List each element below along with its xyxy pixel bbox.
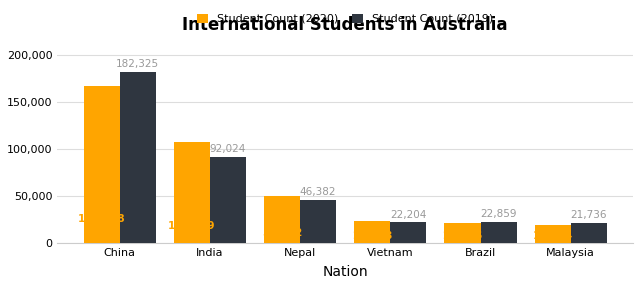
- Bar: [84, 86, 120, 243]
- Title: International Students in Australia: International Students in Australia: [182, 16, 508, 34]
- Text: 22,859: 22,859: [481, 209, 517, 219]
- Text: 21,736: 21,736: [571, 210, 607, 221]
- Text: 22,204: 22,204: [390, 210, 427, 220]
- X-axis label: Nation: Nation: [323, 265, 368, 279]
- Bar: [445, 223, 481, 243]
- Text: 182,325: 182,325: [116, 59, 159, 69]
- Bar: [210, 157, 246, 243]
- Bar: [300, 200, 336, 243]
- Text: 19,564: 19,564: [532, 231, 573, 241]
- Text: 108,049: 108,049: [168, 221, 216, 231]
- Text: 50,252: 50,252: [262, 228, 302, 238]
- Text: 21,086: 21,086: [442, 231, 483, 241]
- Bar: [534, 225, 571, 243]
- Text: 92,024: 92,024: [210, 144, 246, 154]
- Bar: [481, 222, 516, 243]
- Text: 23,268: 23,268: [352, 231, 392, 241]
- Bar: [390, 223, 426, 243]
- Bar: [571, 223, 607, 243]
- Text: 46,382: 46,382: [300, 187, 337, 197]
- Bar: [264, 196, 300, 243]
- Legend: Student Count (2020), Student Count (2019): Student Count (2020), Student Count (201…: [194, 10, 497, 27]
- Text: 167,568: 167,568: [78, 214, 125, 224]
- Bar: [174, 142, 210, 243]
- Bar: [355, 221, 390, 243]
- Bar: [120, 72, 156, 243]
